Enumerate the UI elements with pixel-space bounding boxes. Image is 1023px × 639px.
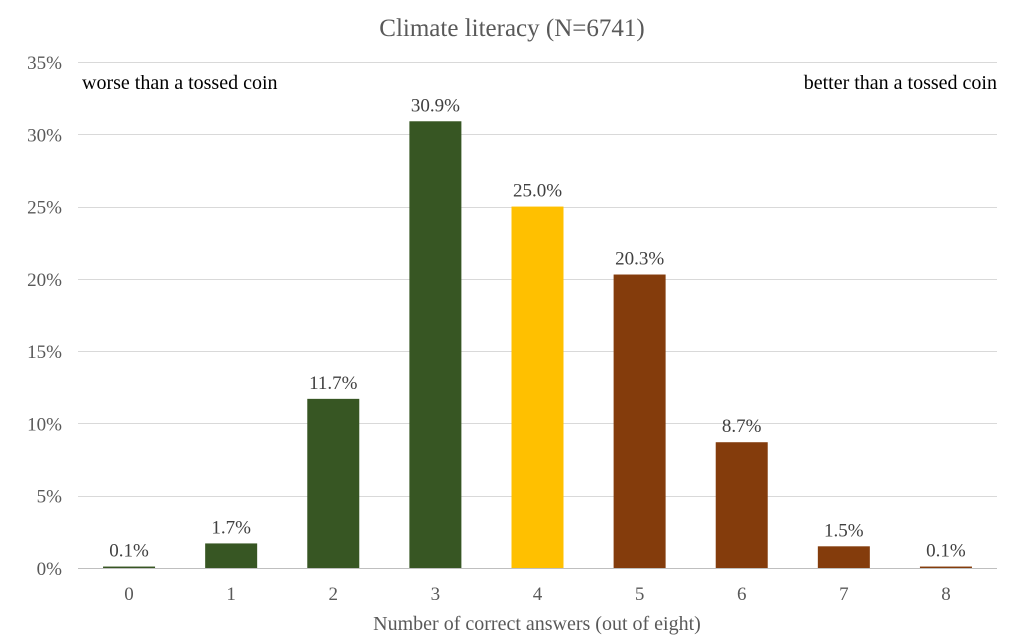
x-tick-label: 4 <box>533 584 543 605</box>
bar-4 <box>511 206 564 569</box>
annotation-better: better than a tossed coin <box>804 72 997 94</box>
bar-8 <box>919 566 972 568</box>
bar-6 <box>715 442 768 568</box>
annotation-worse: worse than a tossed coin <box>82 72 278 94</box>
data-label-2: 11.7% <box>309 373 358 394</box>
bar-0 <box>103 566 156 568</box>
data-labels: 0.1% 1.7% 11.7% 30.9% 25.0% 20.3% 8.7% 1.5% 0.1% <box>109 95 966 561</box>
data-label-5: 20.3% <box>615 249 664 270</box>
data-label-0: 0.1% <box>109 541 149 562</box>
bar-7 <box>817 546 870 568</box>
x-tick-label: 2 <box>329 584 339 605</box>
x-tick-label: 5 <box>635 584 645 605</box>
data-label-1: 1.7% <box>211 517 251 538</box>
bar-3 <box>409 121 462 568</box>
y-axis-ticks: 0% 5% 10% 15% 20% 25% 30% 35% <box>27 53 62 580</box>
bars <box>103 121 972 569</box>
y-tick-label: 30% <box>27 125 62 146</box>
x-tick-label: 0 <box>124 584 134 605</box>
y-tick-label: 25% <box>27 198 62 219</box>
x-tick-label: 7 <box>839 584 849 605</box>
y-tick-label: 15% <box>27 342 62 363</box>
chart-title: Climate literacy (N=6741) <box>379 15 644 42</box>
data-label-8: 0.1% <box>926 541 966 562</box>
y-tick-label: 20% <box>27 270 62 291</box>
x-tick-label: 8 <box>941 584 951 605</box>
x-tick-label: 1 <box>226 584 236 605</box>
y-tick-label: 0% <box>37 559 63 580</box>
y-tick-label: 35% <box>27 53 62 74</box>
data-label-3: 30.9% <box>411 95 460 116</box>
x-axis-title: Number of correct answers (out of eight) <box>373 613 701 635</box>
bar-1 <box>205 543 258 568</box>
bar-2 <box>307 398 360 568</box>
x-tick-label: 3 <box>431 584 441 605</box>
x-axis-ticks: 0 1 2 3 4 5 6 7 8 <box>124 584 950 605</box>
data-label-7: 1.5% <box>824 520 864 541</box>
x-tick-label: 6 <box>737 584 747 605</box>
bar-5 <box>613 274 666 568</box>
y-tick-label: 10% <box>27 414 62 435</box>
data-label-6: 8.7% <box>722 416 762 437</box>
y-tick-label: 5% <box>37 487 63 508</box>
data-label-4: 25.0% <box>513 181 562 202</box>
